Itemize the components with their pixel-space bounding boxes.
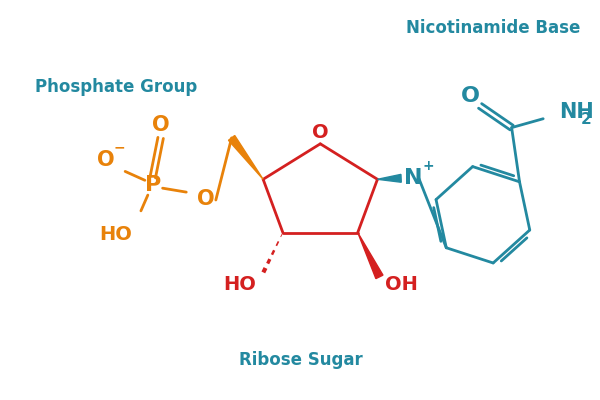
Text: P: P (145, 175, 161, 195)
Text: HO: HO (99, 225, 132, 244)
Polygon shape (358, 232, 383, 279)
Text: Ribose Sugar: Ribose Sugar (239, 351, 362, 369)
Polygon shape (377, 174, 401, 182)
Text: +: + (423, 160, 434, 174)
Text: HO: HO (223, 275, 256, 294)
Text: Phosphate Group: Phosphate Group (35, 78, 197, 96)
Text: O: O (197, 189, 215, 209)
Polygon shape (229, 136, 263, 179)
Text: N: N (404, 168, 422, 188)
Text: O: O (312, 124, 329, 142)
Text: O: O (152, 115, 169, 135)
Text: O: O (461, 86, 480, 106)
Text: Nicotinamide Base: Nicotinamide Base (406, 18, 580, 36)
Text: 2: 2 (581, 112, 592, 127)
Text: O: O (97, 150, 114, 170)
Text: −: − (113, 141, 125, 155)
Text: NH: NH (559, 102, 593, 122)
Text: OH: OH (385, 275, 418, 294)
